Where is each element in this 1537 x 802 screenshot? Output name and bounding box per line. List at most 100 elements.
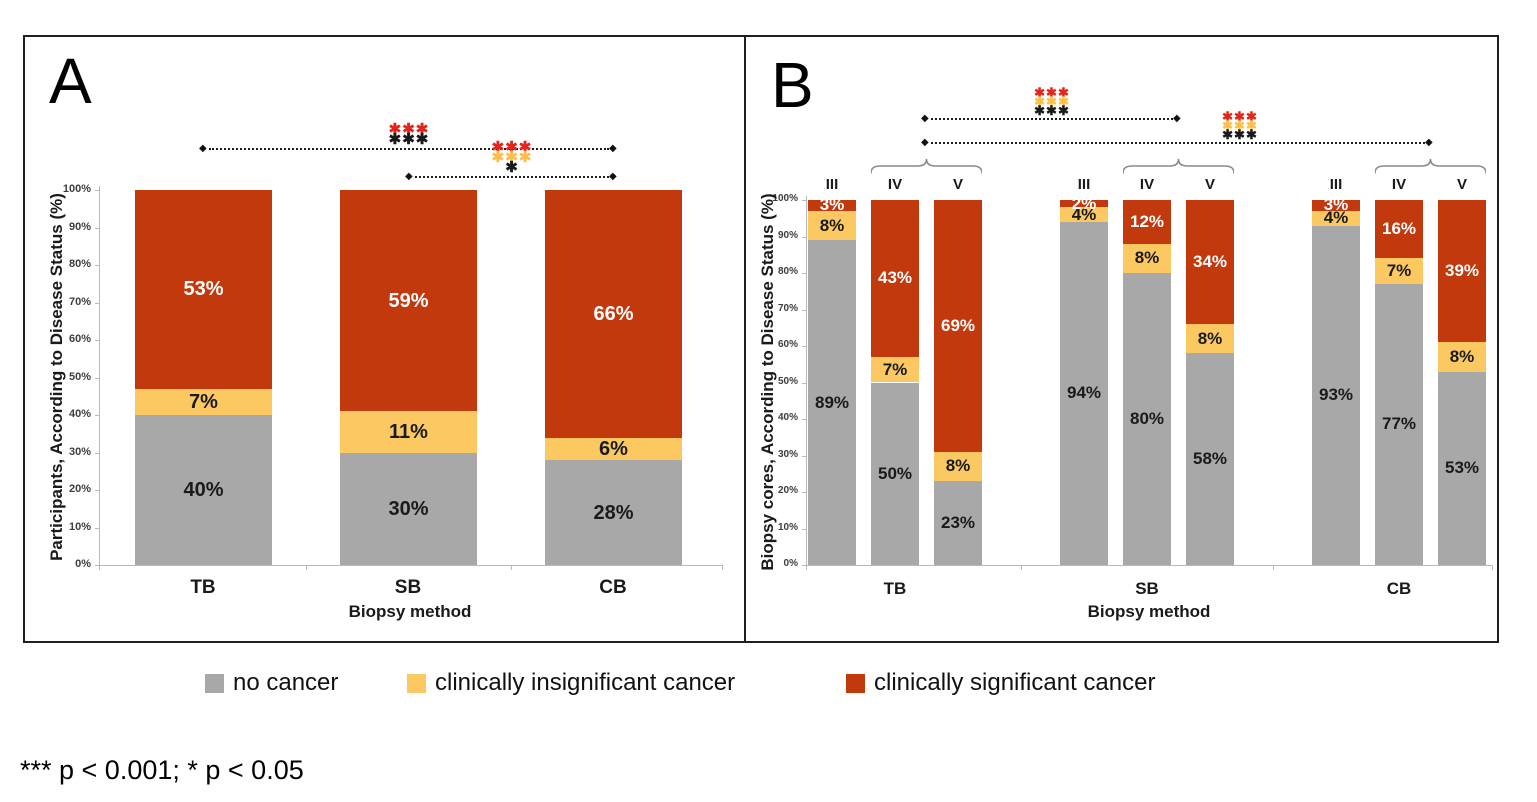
bar-value-label: 59%: [388, 289, 429, 312]
y-tick-mark: [802, 346, 806, 347]
group-brace-icon: [1374, 158, 1487, 174]
bar-segment: [1060, 207, 1108, 222]
bar-segment: [871, 200, 919, 357]
significance-bracket: [931, 118, 1173, 120]
legend-item-insignificant-cancer: clinically insignificant cancer: [407, 668, 735, 698]
bracket-diamond-icon: ◆: [921, 113, 929, 124]
bar-segment: [1312, 225, 1360, 565]
x-axis-boundary-tick: [1492, 565, 1493, 570]
bar-value-label: 7%: [189, 390, 218, 413]
x-axis-boundary-tick: [306, 565, 307, 570]
x-category-label: CB: [1386, 579, 1412, 598]
y-tick-label: 60%: [68, 333, 91, 345]
x-axis-boundary-tick: [99, 565, 100, 570]
y-tick-mark: [802, 528, 806, 530]
bar-segment: [545, 190, 682, 438]
bar-segment: [1438, 371, 1486, 565]
y-tick-label: 90%: [777, 229, 798, 241]
x-axis-boundary-tick: [511, 565, 512, 570]
chart-legend: no cancer clinically insignificant cance…: [0, 668, 1537, 704]
bar-segment: [934, 481, 982, 565]
x-category-label: TB: [190, 577, 216, 598]
y-tick-mark: [95, 265, 99, 266]
subgroup-label: IV: [887, 176, 903, 193]
significant-cancer-swatch-icon: [846, 673, 865, 693]
bar-segment: [1375, 258, 1423, 284]
x-category-label: TB: [883, 579, 907, 598]
bar-value-label: 53%: [183, 278, 224, 301]
y-tick-label: 40%: [68, 408, 91, 420]
bar-value-label: 40%: [183, 479, 224, 501]
significance-stars: ✱✱✱: [491, 149, 533, 166]
group-brace-icon: [870, 158, 983, 174]
bar-value-label: 23%: [940, 513, 976, 533]
no-cancer-swatch-icon: [205, 673, 224, 693]
legend-label: no cancer: [233, 669, 339, 696]
bar-value-label: 28%: [593, 501, 634, 524]
bar-segment: [545, 460, 682, 565]
x-category-label: SB: [1135, 579, 1159, 598]
x-axis-boundary-tick: [1021, 565, 1022, 570]
subgroup-label: III: [1329, 176, 1343, 193]
legend-item-significant-cancer: clinically significant cancer: [846, 668, 1155, 698]
significance-bracket: [415, 176, 609, 178]
bar-segment: [1123, 243, 1171, 273]
bar-segment: [1312, 200, 1360, 211]
significance-stars: ✱✱✱: [1034, 103, 1070, 118]
bar-value-label: 77%: [1381, 414, 1417, 434]
y-tick-label: 70%: [68, 295, 91, 308]
bar-segment: [1438, 200, 1486, 343]
bar-value-label: 80%: [1129, 409, 1165, 428]
bar-segment: [1123, 273, 1171, 565]
bar-segment: [135, 388, 272, 415]
x-category-label: CB: [599, 577, 627, 598]
y-tick-label: 100%: [62, 183, 91, 195]
bar-segment: [1186, 200, 1234, 325]
y-tick-label: 90%: [68, 220, 91, 233]
bar-value-label: 53%: [1444, 458, 1480, 478]
bar-segment: [1060, 221, 1108, 565]
bar-value-label: 7%: [882, 359, 908, 379]
bar-segment: [934, 200, 982, 452]
significance-bracket: [209, 148, 609, 150]
bar-value-label: 6%: [599, 437, 628, 460]
significance-stars: ✱✱✱: [1034, 85, 1070, 100]
subgroup-label: III: [825, 176, 839, 193]
y-tick-label: 0%: [75, 558, 91, 570]
y-tick-mark: [95, 415, 99, 416]
bar-segment: [934, 451, 982, 482]
y-tick-label: 30%: [68, 445, 91, 458]
bar-value-label: 66%: [593, 302, 634, 325]
bar-value-label: 89%: [814, 392, 850, 412]
y-axis-line: [99, 186, 100, 565]
panel-letter: A: [49, 45, 92, 117]
bar-segment: [871, 382, 919, 565]
bar-value-label: 3%: [819, 195, 845, 215]
bar-value-label: 50%: [877, 463, 913, 483]
bar-value-label: 8%: [1197, 328, 1223, 348]
bar-value-label: 8%: [819, 215, 845, 235]
significance-stars: ✱: [505, 159, 519, 176]
subgroup-label: IV: [1391, 176, 1407, 193]
y-tick-label: 20%: [777, 485, 798, 496]
bar-value-label: 4%: [1071, 204, 1097, 224]
subgroup-label: IV: [1139, 176, 1155, 193]
bracket-diamond-icon: ◆: [405, 171, 413, 182]
x-axis-title: Biopsy method: [1087, 602, 1211, 621]
bracket-diamond-icon: ◆: [609, 143, 617, 154]
bar-segment: [545, 437, 682, 460]
bar-value-label: 34%: [1192, 252, 1228, 272]
y-tick-mark: [802, 309, 806, 311]
bar-segment: [1123, 200, 1171, 244]
y-tick-mark: [802, 419, 806, 420]
bar-value-label: 30%: [388, 497, 429, 520]
y-tick-mark: [802, 273, 806, 274]
x-axis-boundary-tick: [722, 565, 723, 570]
y-axis-title: Biopsy cores, According to Disease Statu…: [758, 193, 777, 571]
bracket-diamond-icon: ◆: [609, 171, 617, 182]
bar-segment: [1186, 353, 1234, 565]
bracket-diamond-icon: ◆: [1425, 137, 1433, 148]
y-tick-mark: [95, 227, 99, 229]
figure-box: A 0% 10% 20% 30% 40% 50% 60% 70% 80% 90% 100% 40% 7% 5…: [23, 35, 1499, 643]
